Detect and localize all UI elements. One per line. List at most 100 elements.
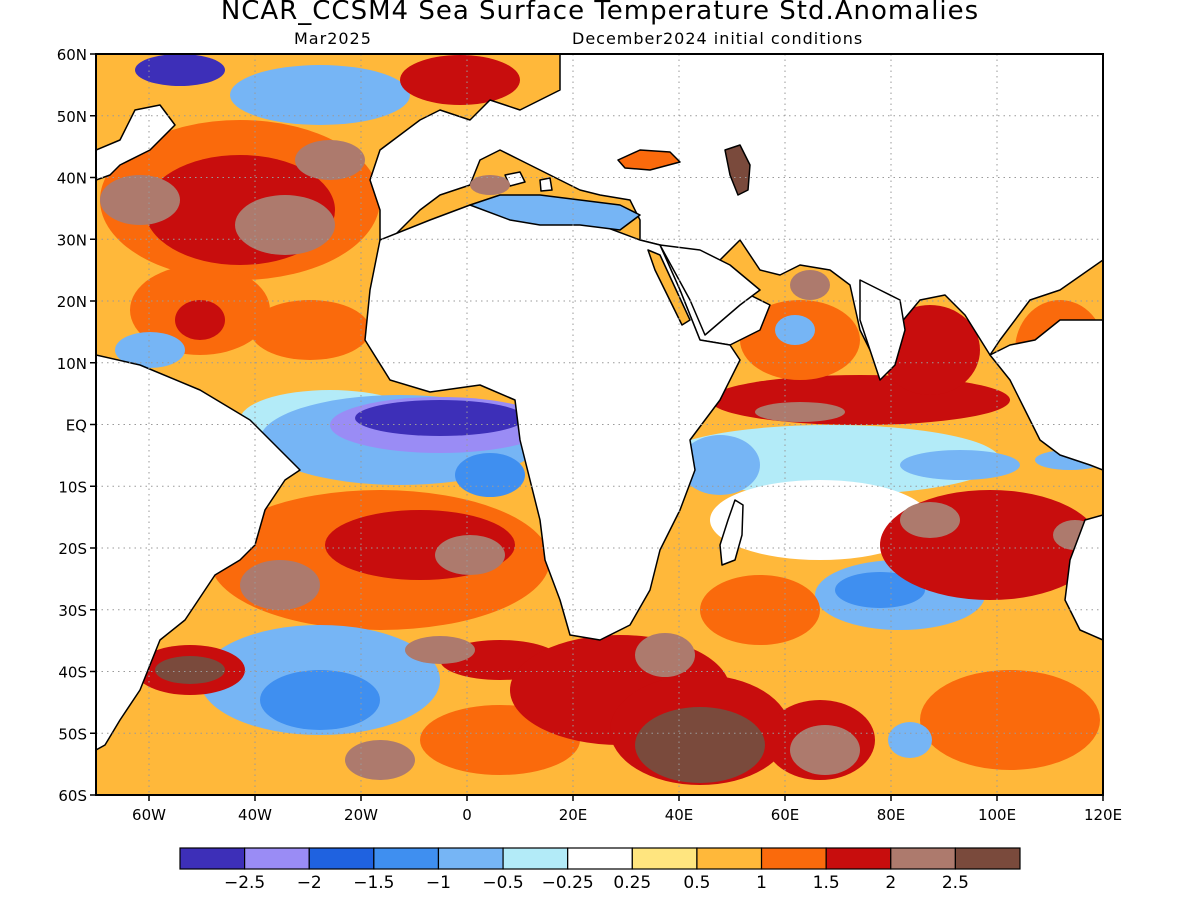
anomaly-patch [755,402,845,422]
anomaly-patch [700,575,820,645]
colorbar-label: −0.25 [542,873,594,893]
lat-label: 30S [58,602,87,620]
land-eurasia-africa [369,54,1103,371]
lat-label: 50N [57,108,87,126]
anomaly-patch [710,375,1010,425]
land-australia [1064,514,1103,641]
colorbar-swatch [502,847,569,870]
anomaly-patch [405,636,475,664]
lon-label: 0 [462,806,472,824]
lat-label: 40S [58,664,87,682]
lat-label: 60N [57,46,87,64]
colorbar-swatch [696,847,763,870]
anomaly-patch [790,725,860,775]
anomaly-patch [355,400,525,436]
colorbar-swatch [825,847,892,870]
map-area [96,54,1103,795]
colorbar-swatch [760,847,827,870]
lon-label: 20E [559,806,588,824]
colorbar-swatch [567,847,633,870]
colorbar-swatch [373,847,440,870]
land-south-america [96,354,301,751]
anomaly-patch [400,55,520,105]
init-conditions: December2024 initial conditions [572,29,864,48]
anomaly-patch [235,195,335,255]
colorbar: −2.5 −2 −1.5 −1 −0.5 −0.25 0.25 0.5 1 1.5 2 2.5 [179,847,1021,893]
lat-label: 10S [58,478,87,496]
anomaly-patch [835,572,925,608]
anomaly-patch [250,300,370,360]
anomaly-patch [635,633,695,677]
lon-label: 40W [238,806,272,824]
anomaly-patch [260,670,380,730]
anomaly-patch [470,175,510,195]
lat-label: 20S [58,540,87,558]
lon-label: 60E [771,806,800,824]
colorbar-label: −0.5 [482,873,523,893]
anomaly-patch [710,480,930,560]
lon-label: 120E [1084,806,1122,824]
anomaly-patch [240,560,320,610]
land-africa [364,204,741,641]
red-sea [647,249,691,326]
anomaly-patch [888,722,932,758]
colorbar-label: 2.5 [942,873,969,893]
colorbar-label: 1.5 [813,873,840,893]
land [96,54,1103,751]
colorbar-swatch [437,847,504,870]
mediterranean-sea [469,194,641,231]
anomaly-field [100,54,1103,785]
colorbar-label: −2 [297,873,322,893]
lon-label: 80E [877,806,906,824]
anomaly-patch [900,502,960,538]
lat-label: 60S [58,787,87,805]
map-title: NCAR_CCSM4 Sea Surface Temperature Std.A… [220,0,980,26]
land-india [859,279,906,381]
anomaly-patch [920,670,1100,770]
longitude-axis: 60W 40W 20W 0 20E 40E 60E 80E 100E 120E [132,795,1122,824]
colorbar-label: −1.5 [353,873,394,893]
anomaly-patch [345,740,415,780]
lon-label: 100E [978,806,1016,824]
anomaly-patch [775,315,815,345]
lat-label: 10N [57,355,87,373]
colorbar-label: 0.5 [683,873,710,893]
lat-label: EQ [66,417,87,435]
land-arabia [659,244,761,336]
colorbar-swatch [179,847,246,870]
lat-label: 40N [57,170,87,188]
lat-label: 30N [57,231,87,249]
anomaly-patch [115,332,185,368]
colorbar-label: 2 [885,873,896,893]
colorbar-swatch [244,847,310,870]
land-southeast-asia [989,319,1103,471]
colorbar-label: 0.25 [613,873,651,893]
caspian-sea [724,144,751,196]
anomaly-patch [175,300,225,340]
lon-label: 40E [665,806,694,824]
latitude-axis: 60N 50N 40N 30N 20N 10N EQ 10S 20S 30S 40S 50S 60S [57,46,96,805]
anomaly-patch [135,54,225,86]
land-north-america [96,54,176,181]
valid-month: Mar2025 [294,29,372,48]
anomaly-patch [900,450,1020,480]
anomaly-patch [455,453,525,497]
colorbar-label: −1 [426,873,451,893]
anomaly-patch [790,270,830,300]
colorbar-label: −2.5 [224,873,265,893]
colorbar-swatch [631,847,698,870]
land-madagascar [719,499,744,566]
lat-label: 20N [57,293,87,311]
lon-label: 20W [344,806,378,824]
anomaly-patch [635,707,765,783]
black-sea [617,149,681,171]
lat-label: 50S [58,725,87,743]
anomaly-patch [100,175,180,225]
colorbar-label: 1 [756,873,767,893]
colorbar-swatch [308,847,375,870]
anomaly-patch [155,656,225,684]
anomaly-patch [680,435,760,495]
lon-label: 60W [132,806,166,824]
anomaly-patch [230,65,410,125]
